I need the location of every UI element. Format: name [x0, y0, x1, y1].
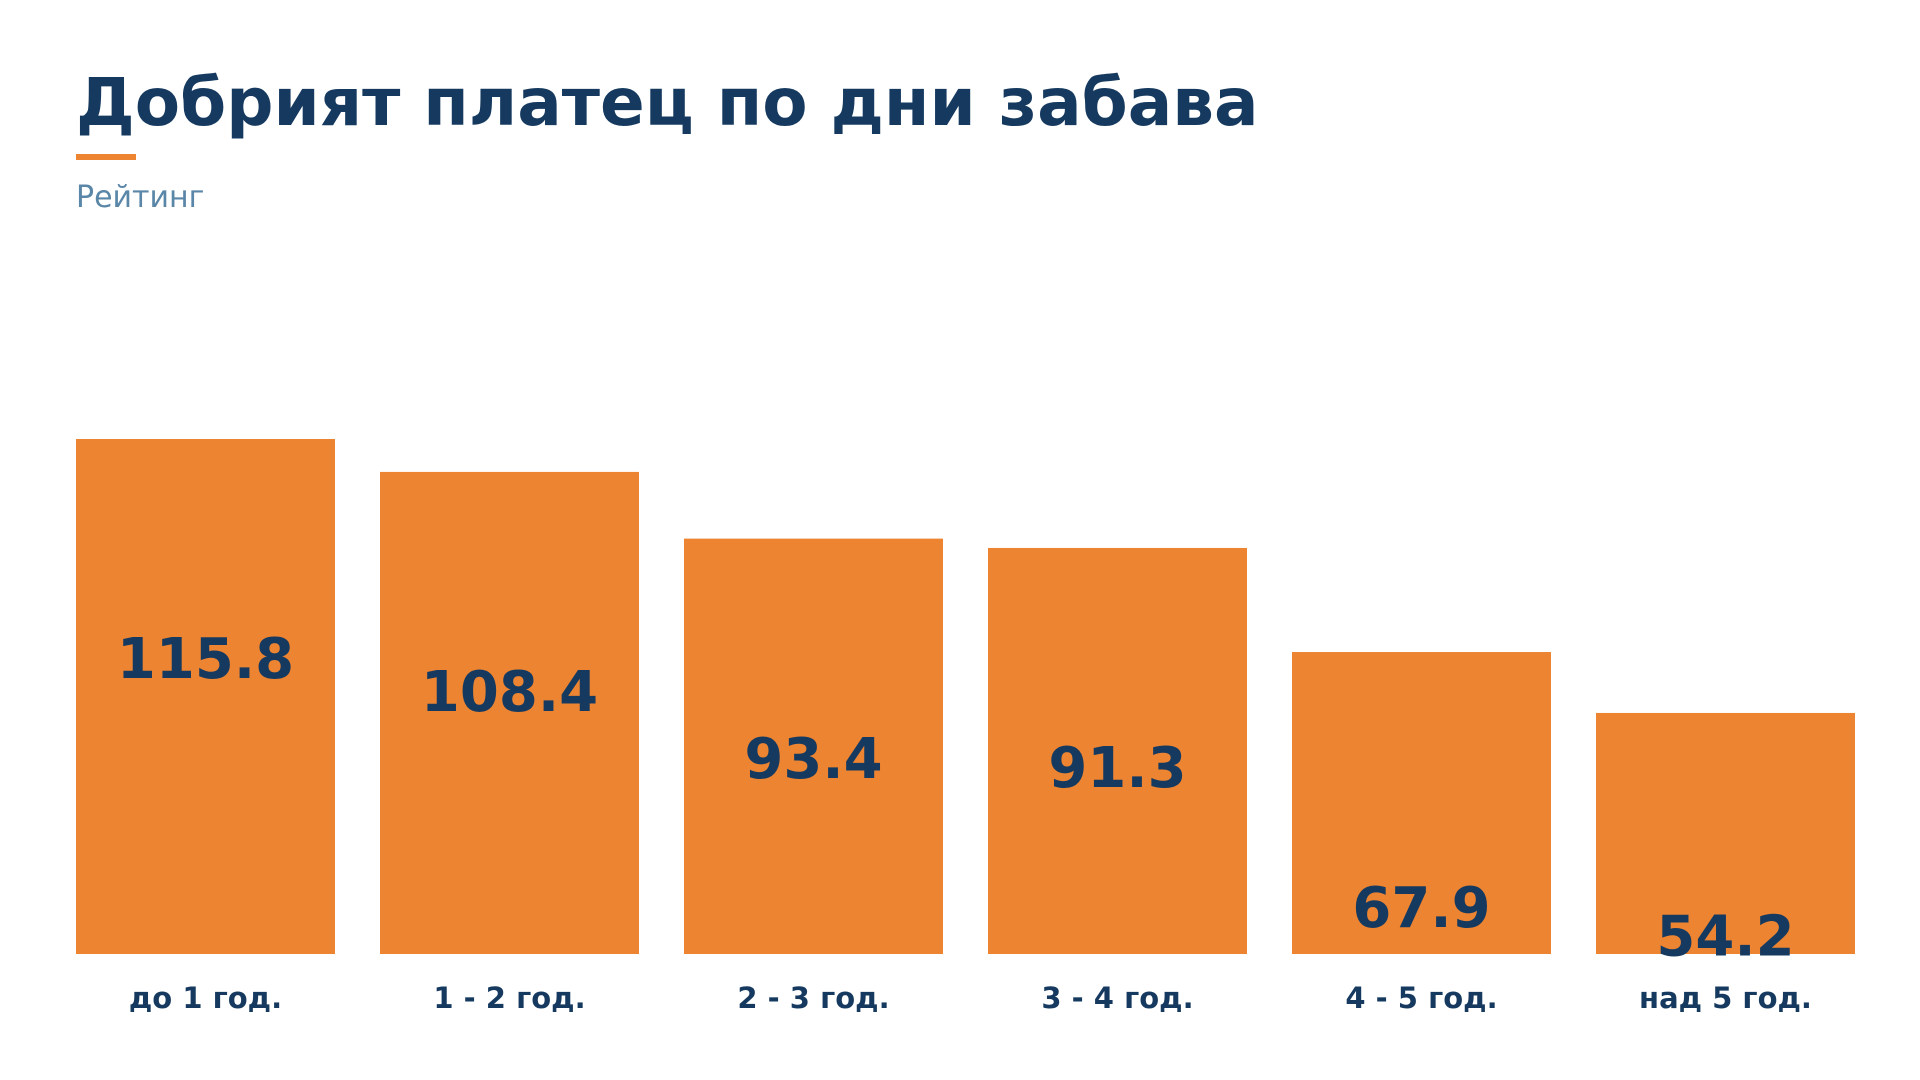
bar-6	[1596, 712, 1855, 954]
bar-1	[76, 439, 335, 954]
chart-subtitle: Рейтинг	[76, 180, 205, 215]
data-label: 108.4	[421, 660, 598, 725]
x-tick-label: 1 - 2 год.	[433, 981, 585, 1015]
x-tick-label: над 5 год.	[1639, 981, 1812, 1015]
x-tick-label: 4 - 5 год.	[1345, 981, 1497, 1015]
data-label: 91.3	[1048, 736, 1186, 801]
data-label: 54.2	[1656, 905, 1794, 970]
title-accent-line	[76, 154, 136, 160]
x-tick-label: 3 - 4 год.	[1041, 981, 1193, 1015]
x-tick-label: 2 - 3 год.	[737, 981, 889, 1015]
bar-5	[1292, 652, 1551, 954]
page-title: Добрият платец по дни забава	[76, 64, 1259, 141]
bar-2	[380, 471, 639, 954]
data-label: 67.9	[1352, 876, 1490, 941]
x-tick-label: до 1 год.	[129, 981, 282, 1015]
bar-3	[684, 538, 943, 954]
data-label: 115.8	[117, 627, 294, 692]
data-label: 93.4	[744, 727, 882, 792]
bar-4	[988, 547, 1247, 954]
